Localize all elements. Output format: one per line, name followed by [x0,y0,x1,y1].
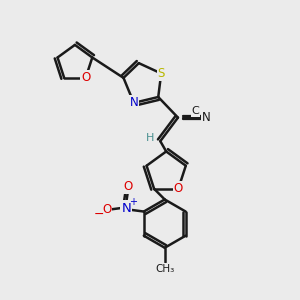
Text: O: O [102,203,111,216]
Text: −: − [94,208,104,221]
Text: C: C [192,106,200,116]
Text: O: O [174,182,183,195]
Text: CH₃: CH₃ [155,264,174,274]
Text: N: N [202,111,211,124]
Text: O: O [81,71,90,84]
Text: O: O [123,180,132,193]
Text: N: N [129,96,138,110]
Text: S: S [158,67,165,80]
Text: N: N [121,202,131,214]
Text: CH₃: CH₃ [154,264,175,274]
Text: +: + [129,196,136,206]
Text: H: H [146,133,154,142]
